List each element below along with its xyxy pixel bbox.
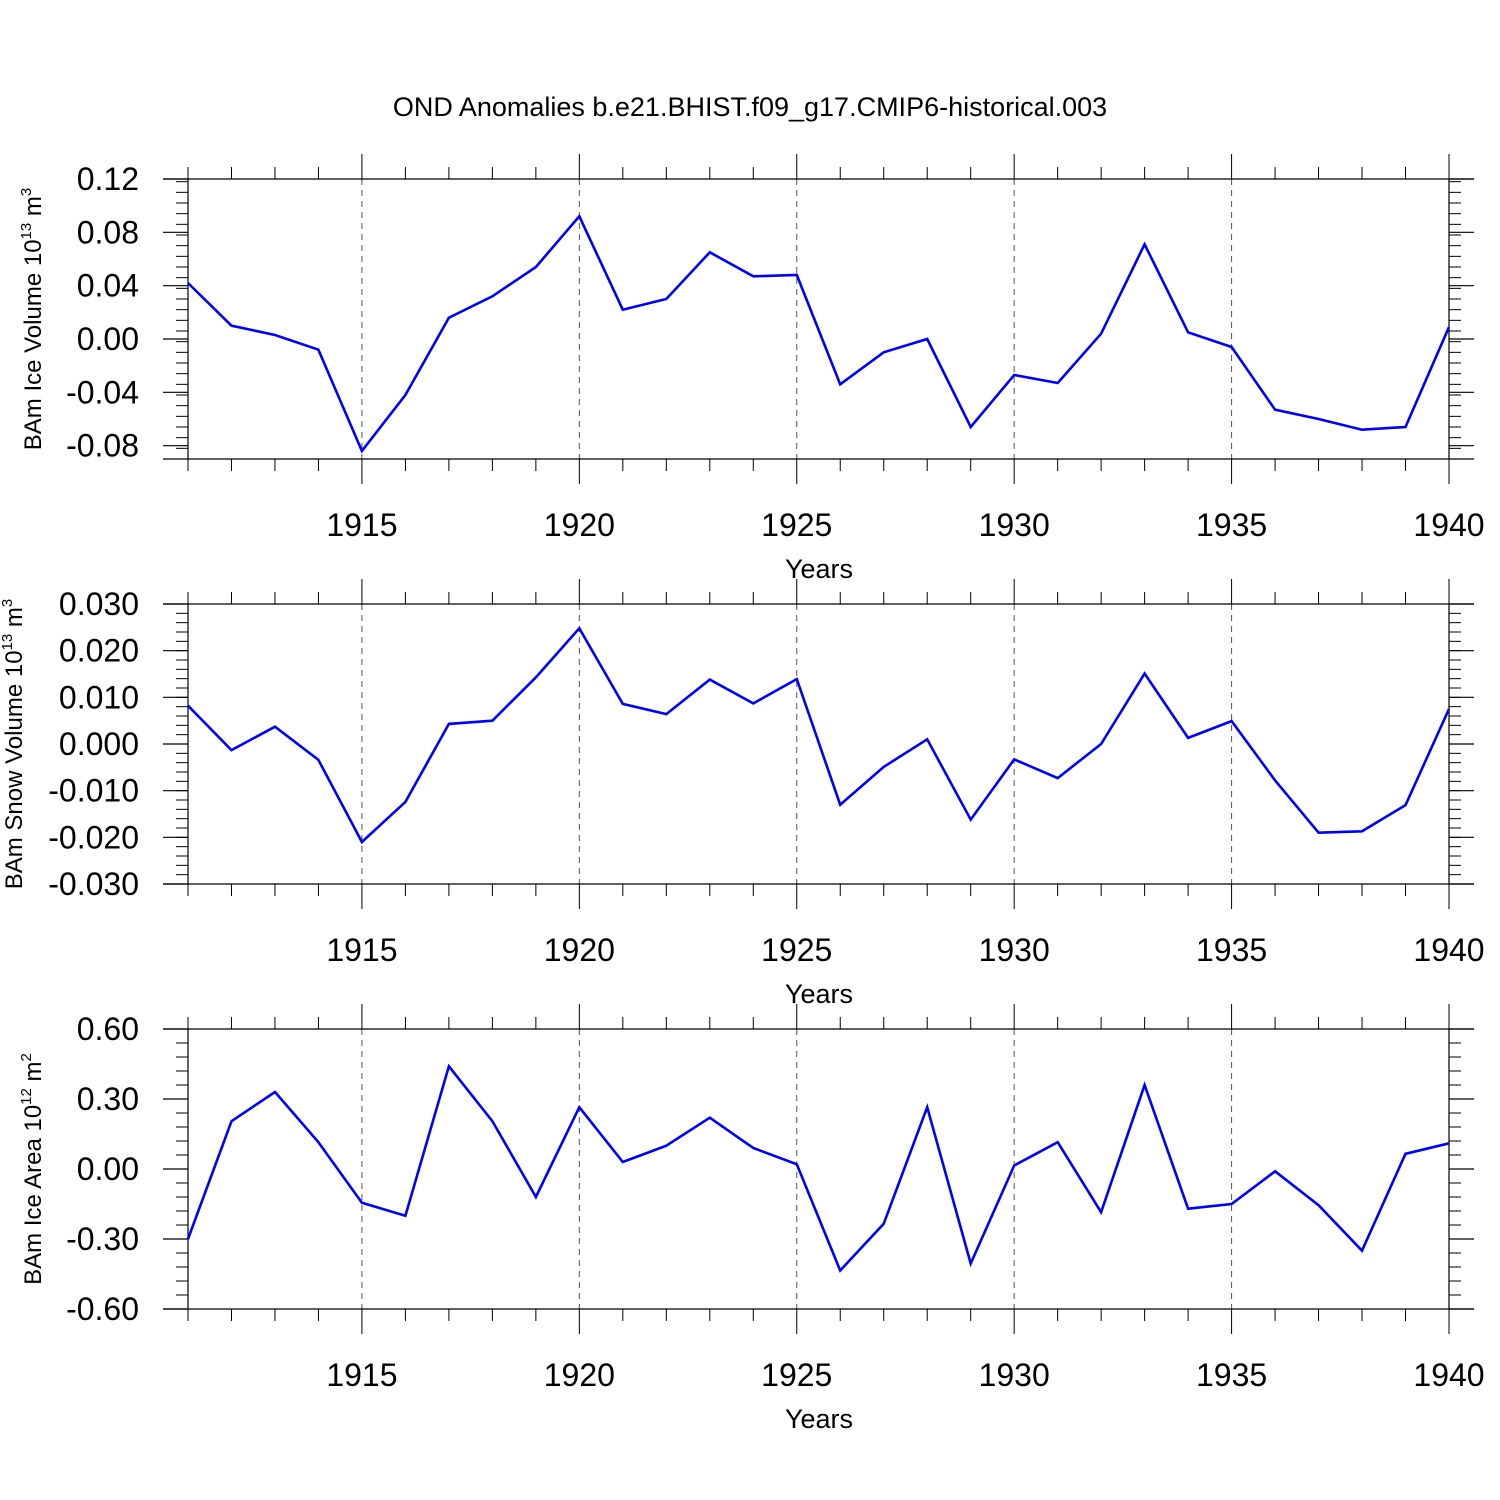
y-tick-label: -0.030 — [48, 866, 139, 902]
x-tick-label: 1920 — [544, 932, 615, 968]
y-tick-label: 0.00 — [77, 321, 139, 357]
y-tick-label: 0.12 — [77, 161, 139, 197]
x-tick-label: 1935 — [1196, 507, 1267, 543]
chart-panel: -0.60 -0.30 0.00 0.30 0.60 1915 1920 1925 1930 19… — [18, 1004, 1485, 1434]
y-axis-title: BAm Ice Volume 1013 m3 — [18, 188, 47, 450]
x-tick-label: 1920 — [544, 1357, 615, 1393]
x-tick-label: 1940 — [1413, 932, 1484, 968]
x-tick-label: 1940 — [1413, 1357, 1484, 1393]
x-tick-label: 1915 — [326, 1357, 397, 1393]
y-tick-label: 0.04 — [77, 268, 139, 304]
series-line — [187, 213, 1451, 454]
chart-title: OND Anomalies b.e21.BHIST.f09_g17.CMIP6-… — [393, 92, 1107, 122]
y-tick-label: -0.08 — [66, 428, 139, 464]
y-tick-label: 0.030 — [59, 586, 139, 622]
y-tick-label: 0.020 — [59, 633, 139, 669]
x-axis-title: Years — [785, 1404, 853, 1434]
y-tick-label: 0.60 — [77, 1011, 139, 1047]
x-tick-label: 1915 — [326, 507, 397, 543]
y-tick-label: -0.04 — [66, 374, 139, 410]
x-tick-label: 1925 — [761, 507, 832, 543]
x-tick-label: 1920 — [544, 507, 615, 543]
chart-panel: -0.030 -0.020 -0.010 0.000 0.010 0.020 0.030 19… — [0, 579, 1485, 1009]
y-axis-title: BAm Snow Volume 1013 m3 — [0, 599, 28, 890]
x-tick-label: 1940 — [1413, 507, 1484, 543]
series-line — [186, 1063, 1450, 1273]
y-tick-label: -0.60 — [66, 1291, 139, 1327]
x-tick-label: 1930 — [979, 1357, 1050, 1393]
x-tick-label: 1915 — [326, 932, 397, 968]
y-tick-label: 0.30 — [77, 1081, 139, 1117]
y-tick-label: -0.020 — [48, 819, 139, 855]
y-tick-label: 0.08 — [77, 214, 139, 250]
x-tick-label: 1935 — [1196, 1357, 1267, 1393]
y-tick-label: 0.000 — [59, 726, 139, 762]
x-axis-title: Years — [785, 554, 853, 584]
y-tick-label: 0.010 — [59, 679, 139, 715]
chart-panel: -0.08 -0.04 0.00 0.04 0.08 0.12 1915 1920 1925 19… — [18, 154, 1485, 584]
y-tick-label: -0.010 — [48, 773, 139, 809]
series-line — [187, 626, 1451, 845]
x-tick-label: 1935 — [1196, 932, 1267, 968]
x-tick-label: 1925 — [761, 932, 832, 968]
x-axis-title: Years — [785, 979, 853, 1009]
y-tick-label: -0.30 — [66, 1221, 139, 1257]
x-tick-label: 1930 — [979, 507, 1050, 543]
x-tick-label: 1925 — [761, 1357, 832, 1393]
y-axis-title: BAm Ice Area 1012 m2 — [18, 1053, 47, 1285]
panels: -0.08 -0.04 0.00 0.04 0.08 0.12 1915 1920 1925 19… — [0, 154, 1485, 1434]
y-tick-label: 0.00 — [77, 1151, 139, 1187]
x-tick-label: 1930 — [979, 932, 1050, 968]
